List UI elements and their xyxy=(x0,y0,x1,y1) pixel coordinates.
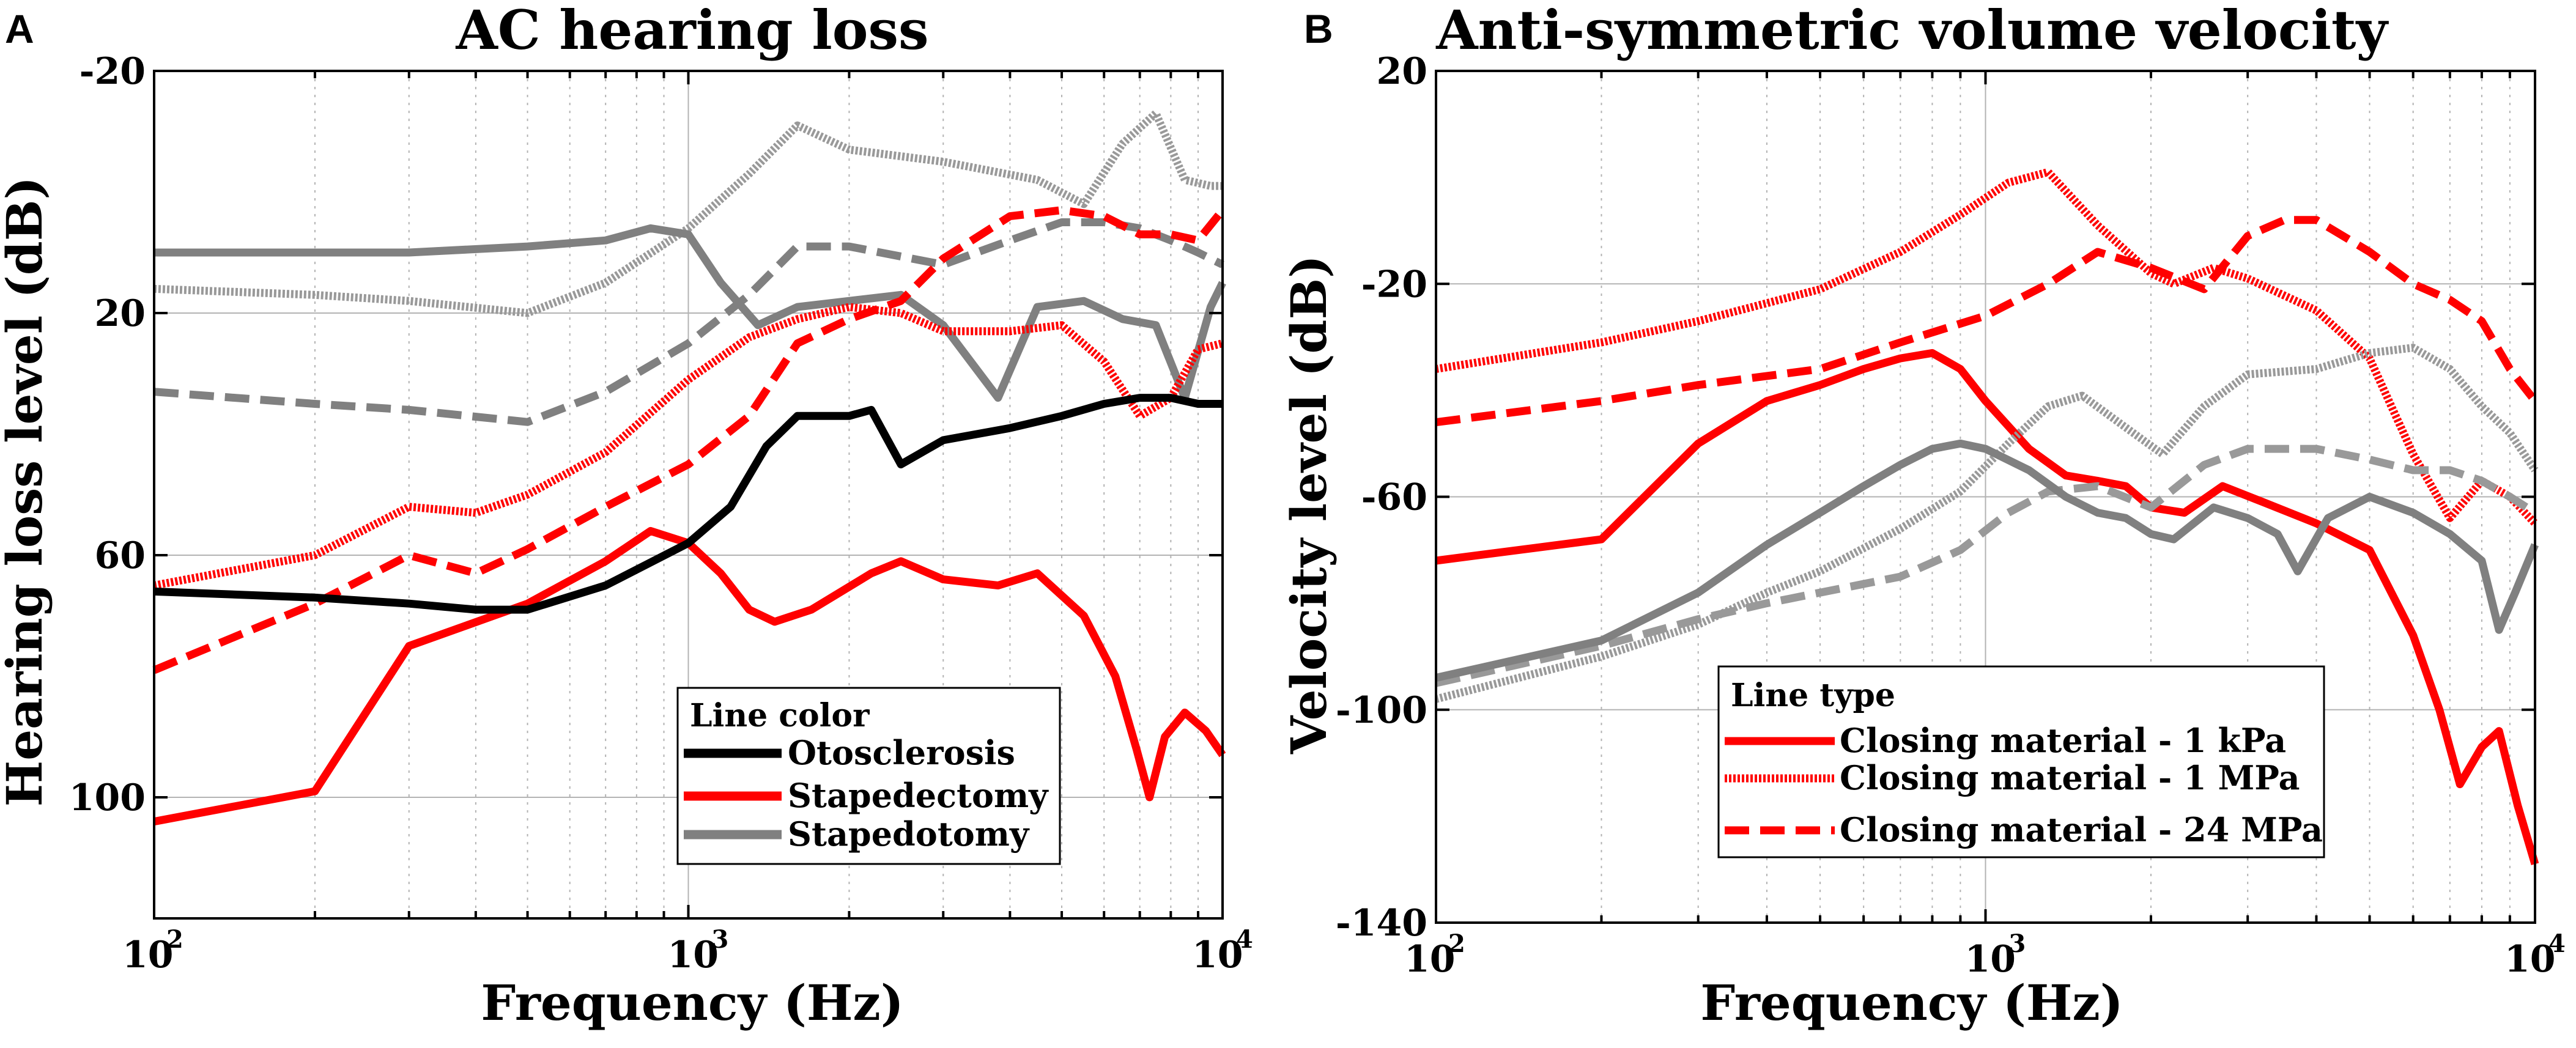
panel-b-ylabel: Velocity level (dB) xyxy=(1280,255,1338,755)
panel-b-y-tick-label: -100 xyxy=(1336,689,1427,732)
panel-a-series-line-2 xyxy=(154,218,1224,426)
panel-b-x-tick-label: 10 xyxy=(1965,938,2016,981)
panel-b-series-line-3 xyxy=(1435,349,2539,866)
panel-a-ylabel: Hearing loss level (dB) xyxy=(0,177,53,807)
panel-b-y-tick-label: 20 xyxy=(1377,50,1428,93)
panel-b-x-tick-label-exponent: 3 xyxy=(2009,929,2026,958)
panel-a-x-tick-label: 10 xyxy=(122,934,174,976)
panel-a-y-tick-label: -20 xyxy=(80,50,146,93)
panel-b-y-tick-label: -140 xyxy=(1336,902,1427,945)
panel-b-label: B xyxy=(1304,6,1333,51)
panel-a-series-line-3 xyxy=(154,224,1226,402)
panel-b-series-line-5 xyxy=(1435,445,2537,687)
panel-a-title: AC hearing loss xyxy=(455,0,928,62)
panel-a-x-tick-label-exponent: 4 xyxy=(1236,925,1253,954)
panel-a-x-tick-label: 10 xyxy=(1192,934,1243,976)
panel-b-x-tick-label: 10 xyxy=(1404,938,1456,981)
panel-b-title: Anti-symmetric volume velocity xyxy=(1435,0,2389,62)
panel-b-series-line-1 xyxy=(1435,168,2538,526)
panel-a: A AC hearing loss Frequency (Hz) Hearing… xyxy=(0,0,1253,1031)
panel-b-x-tick-label-exponent: 2 xyxy=(1448,929,1465,958)
panel-b-legend-label-24mpa: Closing material - 24 MPa xyxy=(1840,810,2323,849)
panel-a-series xyxy=(152,109,1226,825)
panel-a-series-line-1 xyxy=(154,109,1223,317)
panel-b-y-tick-label: -20 xyxy=(1361,263,1427,306)
panel-a-y-tick-label: 60 xyxy=(95,534,146,577)
panel-b-legend-label-1mpa: Closing material - 1 MPa xyxy=(1840,758,2300,797)
panel-b-xlabel: Frequency (Hz) xyxy=(1700,974,2123,1031)
panel-b-y-tick-label: -60 xyxy=(1361,476,1427,519)
panel-a-series-line-7 xyxy=(154,394,1223,614)
panel-a-x-tick-label-exponent: 2 xyxy=(166,925,183,954)
panel-a-xlabel: Frequency (Hz) xyxy=(481,974,903,1031)
panel-a-legend-label-stapedotomy: Stapedotomy xyxy=(788,814,1030,854)
panel-a-x-tick-label-exponent: 3 xyxy=(712,925,729,954)
panel-a-legend: Line color Otosclerosis Stapedectomy Sta… xyxy=(676,687,1061,865)
panel-b-legend-title: Line type xyxy=(1731,677,1895,714)
panel-b: B Anti-symmetric volume velocity Frequen… xyxy=(1280,0,2566,1031)
panel-a-legend-label-stapedectomy: Stapedectomy xyxy=(788,776,1049,815)
panel-b-series-line-6 xyxy=(1435,439,2539,682)
panel-b-series xyxy=(1435,168,2539,866)
panel-a-legend-title: Line color xyxy=(690,697,870,734)
panel-b-x-tick-label: 10 xyxy=(2504,938,2556,981)
panel-b-series-line-4 xyxy=(1435,344,2539,703)
panel-a-series-line-5 xyxy=(152,206,1226,674)
panel-b-x-tick-label-exponent: 4 xyxy=(2548,929,2566,958)
panel-a-y-tick-label: 100 xyxy=(69,777,146,819)
panel-b-legend-box xyxy=(1717,665,2325,858)
panel-b-legend-label-1kpa: Closing material - 1 kPa xyxy=(1840,721,2286,760)
panel-a-label: A xyxy=(5,6,34,51)
panel-a-y-tick-label: 20 xyxy=(95,292,146,335)
panel-b-legend: Line type Closing material - 1 kPa Closi… xyxy=(1717,665,2325,858)
panel-a-x-tick-label: 10 xyxy=(668,934,719,976)
panel-a-series-line-6 xyxy=(153,526,1226,825)
panel-a-legend-label-otosclerosis: Otosclerosis xyxy=(788,733,1015,772)
panel-b-series-line-2 xyxy=(1435,216,2539,427)
